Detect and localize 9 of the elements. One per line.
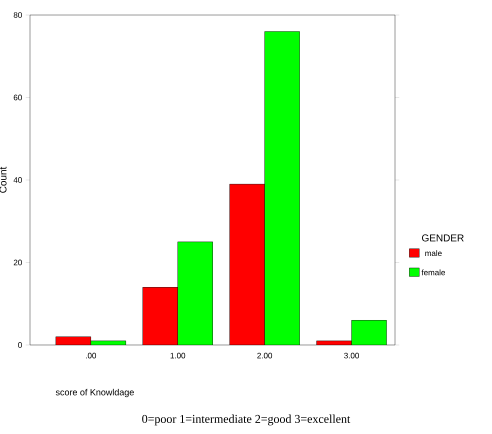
bar bbox=[264, 32, 300, 345]
x-axis-title: score of Knowldage bbox=[56, 388, 134, 398]
bar bbox=[142, 287, 178, 345]
text: 0=poor 1=intermediate 2=good 3=excellent bbox=[142, 414, 350, 426]
bar bbox=[230, 184, 265, 345]
bar bbox=[178, 242, 213, 345]
bar bbox=[56, 336, 91, 345]
bar bbox=[351, 320, 387, 345]
legend-title: GENDER bbox=[422, 234, 464, 242]
